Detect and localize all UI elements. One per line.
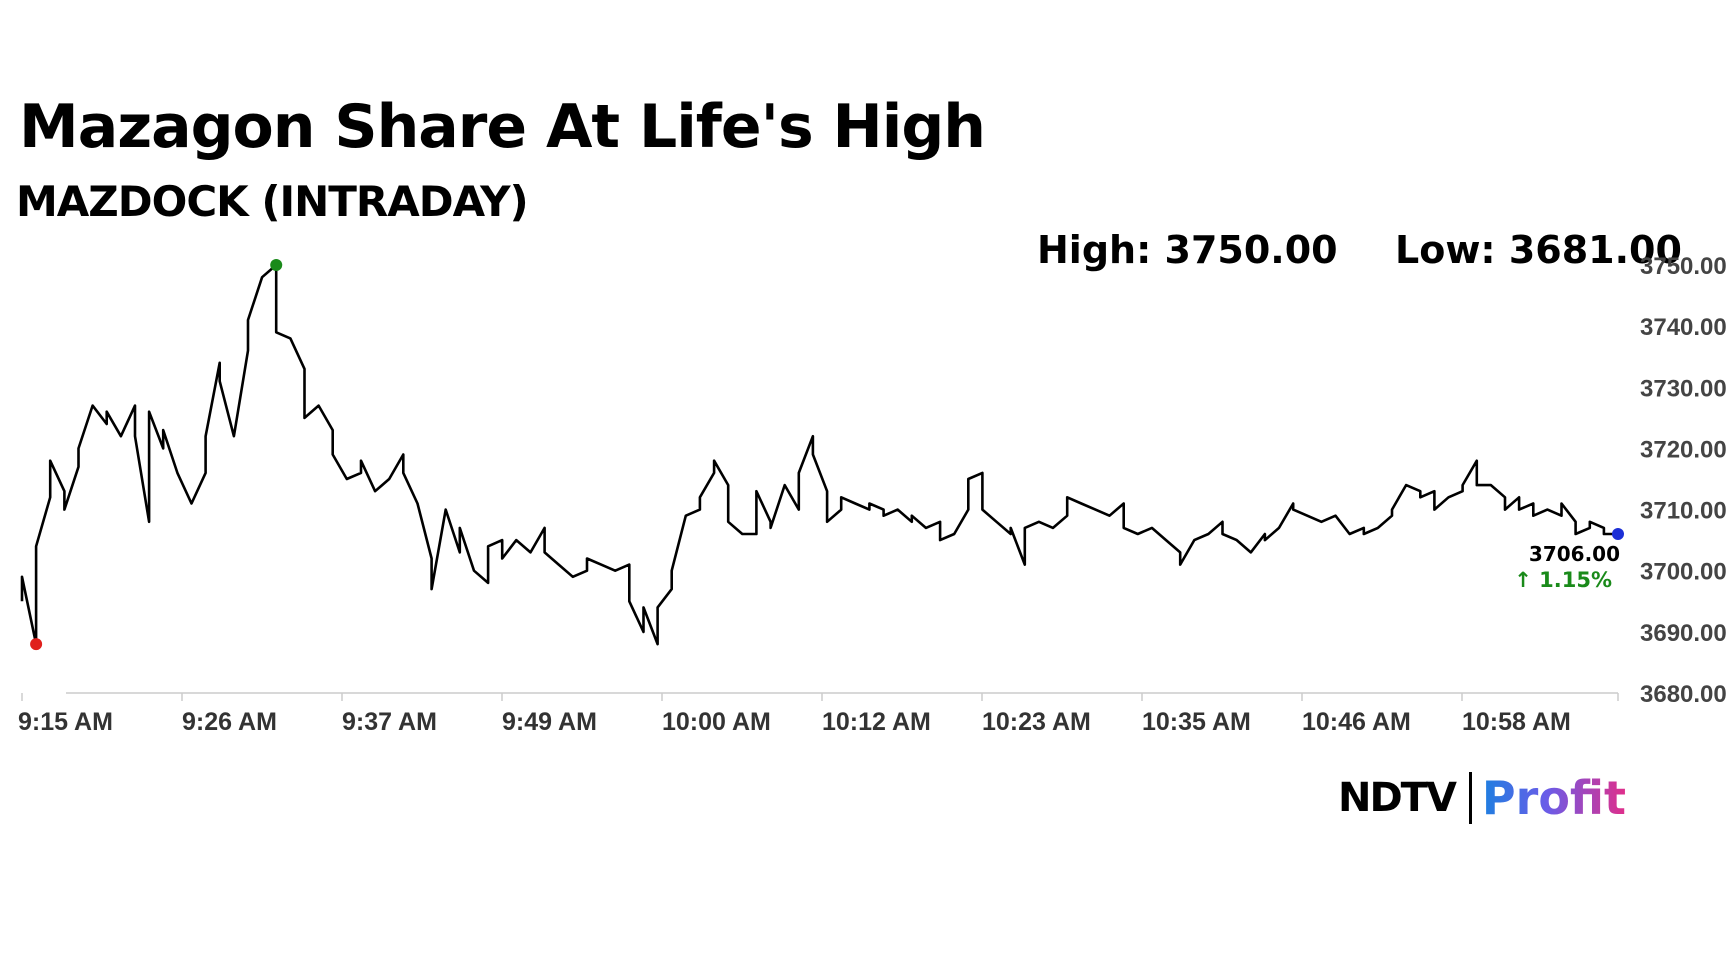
chart-subtitle: MAZDOCK (INTRADAY) — [16, 177, 529, 226]
high-price-marker — [270, 259, 283, 271]
y-tick-label: 3710.00 — [1640, 498, 1727, 525]
x-tick-label: 10:58 AM — [1462, 708, 1571, 736]
x-tick-label: 10:12 AM — [822, 708, 931, 736]
x-tick-label: 10:23 AM — [982, 708, 1091, 736]
x-axis-ticks: 9:15 AM 9:26 AM 9:37 AM 9:49 AM 10:00 AM 10:1… — [18, 693, 1619, 736]
y-tick-label: 3690.00 — [1640, 620, 1727, 647]
x-tick-label: 9:49 AM — [502, 708, 597, 736]
ndtv-profit-logo: NDTV Profit — [1338, 770, 1626, 826]
last-price-marker — [1612, 528, 1624, 541]
x-tick-label: 9:26 AM — [182, 708, 277, 736]
last-price-label: 3706.00 — [1529, 542, 1620, 566]
ndtv-wordmark: NDTV — [1338, 775, 1457, 821]
y-tick-label: 3740.00 — [1640, 314, 1727, 341]
y-tick-label: 3700.00 — [1640, 559, 1727, 586]
profit-wordmark: Profit — [1481, 771, 1627, 825]
x-tick-label: 9:15 AM — [18, 708, 113, 736]
price-series-line — [20, 263, 1618, 646]
y-tick-label: 3680.00 — [1640, 681, 1727, 708]
logo-divider — [1468, 772, 1472, 824]
low-price-marker — [30, 638, 43, 651]
y-tick-label: 3720.00 — [1640, 436, 1727, 463]
x-tick-label: 9:37 AM — [342, 708, 437, 736]
y-axis-ticks: 3680.00 3690.00 3700.00 3710.00 3720.00 3730.… — [1640, 253, 1727, 708]
page-title: Mazagon Share At Life's High — [19, 92, 986, 162]
price-change-label: ↑ 1.15% — [1514, 568, 1612, 592]
y-tick-label: 3730.00 — [1640, 375, 1727, 402]
x-tick-label: 10:00 AM — [662, 708, 771, 736]
x-tick-label: 10:46 AM — [1302, 708, 1411, 736]
price-markers — [30, 259, 1624, 651]
y-tick-label: 3750.00 — [1640, 253, 1727, 280]
x-tick-label: 10:35 AM — [1142, 708, 1251, 736]
day-high-label: High: 3750.00 — [1037, 228, 1338, 272]
day-low-label: Low: 3681.00 — [1395, 228, 1682, 272]
